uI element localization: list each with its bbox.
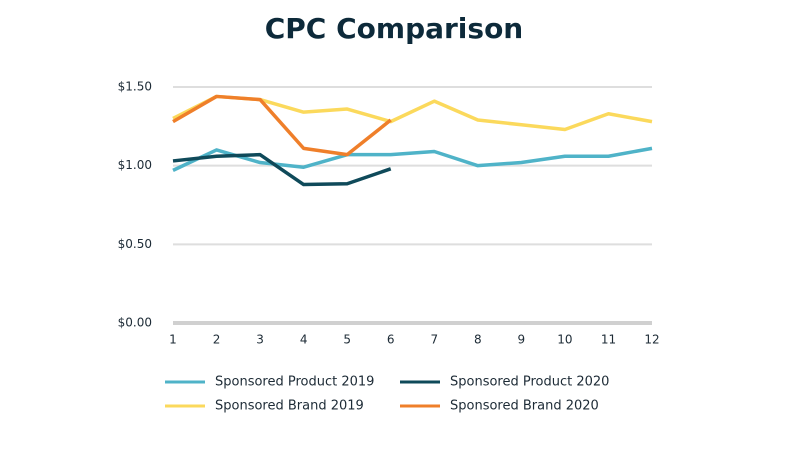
legend-label: Sponsored Brand 2019 [215, 399, 364, 414]
x-tick-label: 4 [300, 333, 308, 347]
chart-title: CPC Comparison [265, 12, 524, 45]
x-tick-label: 8 [474, 333, 482, 347]
x-tick-label: 6 [387, 333, 395, 347]
line [172, 94, 653, 132]
x-tick-label: 7 [430, 333, 438, 347]
x-tick-label: 10 [557, 333, 572, 347]
line [172, 94, 392, 157]
x-tick-label: 11 [601, 333, 616, 347]
legend-label: Sponsored Product 2019 [215, 375, 374, 390]
x-tick-label: 12 [644, 333, 659, 347]
line [172, 146, 653, 172]
x-tick-label: 3 [256, 333, 264, 347]
x-tick-label: 2 [213, 333, 221, 347]
y-tick-label: $1.00 [118, 158, 152, 172]
x-tick-label: 1 [169, 333, 177, 347]
line [172, 152, 392, 187]
legend-label: Sponsored Brand 2020 [450, 399, 599, 414]
y-tick-label: $1.50 [118, 80, 152, 94]
y-tick-label: $0.00 [118, 316, 152, 330]
legend-label: Sponsored Product 2020 [450, 375, 609, 390]
x-tick-label: 5 [343, 333, 351, 347]
y-tick-label: $0.50 [118, 237, 152, 251]
x-tick-label: 9 [518, 333, 526, 347]
